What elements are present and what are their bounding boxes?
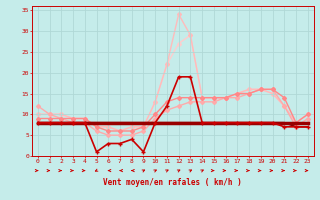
X-axis label: Vent moyen/en rafales ( km/h ): Vent moyen/en rafales ( km/h ) [103, 178, 242, 187]
